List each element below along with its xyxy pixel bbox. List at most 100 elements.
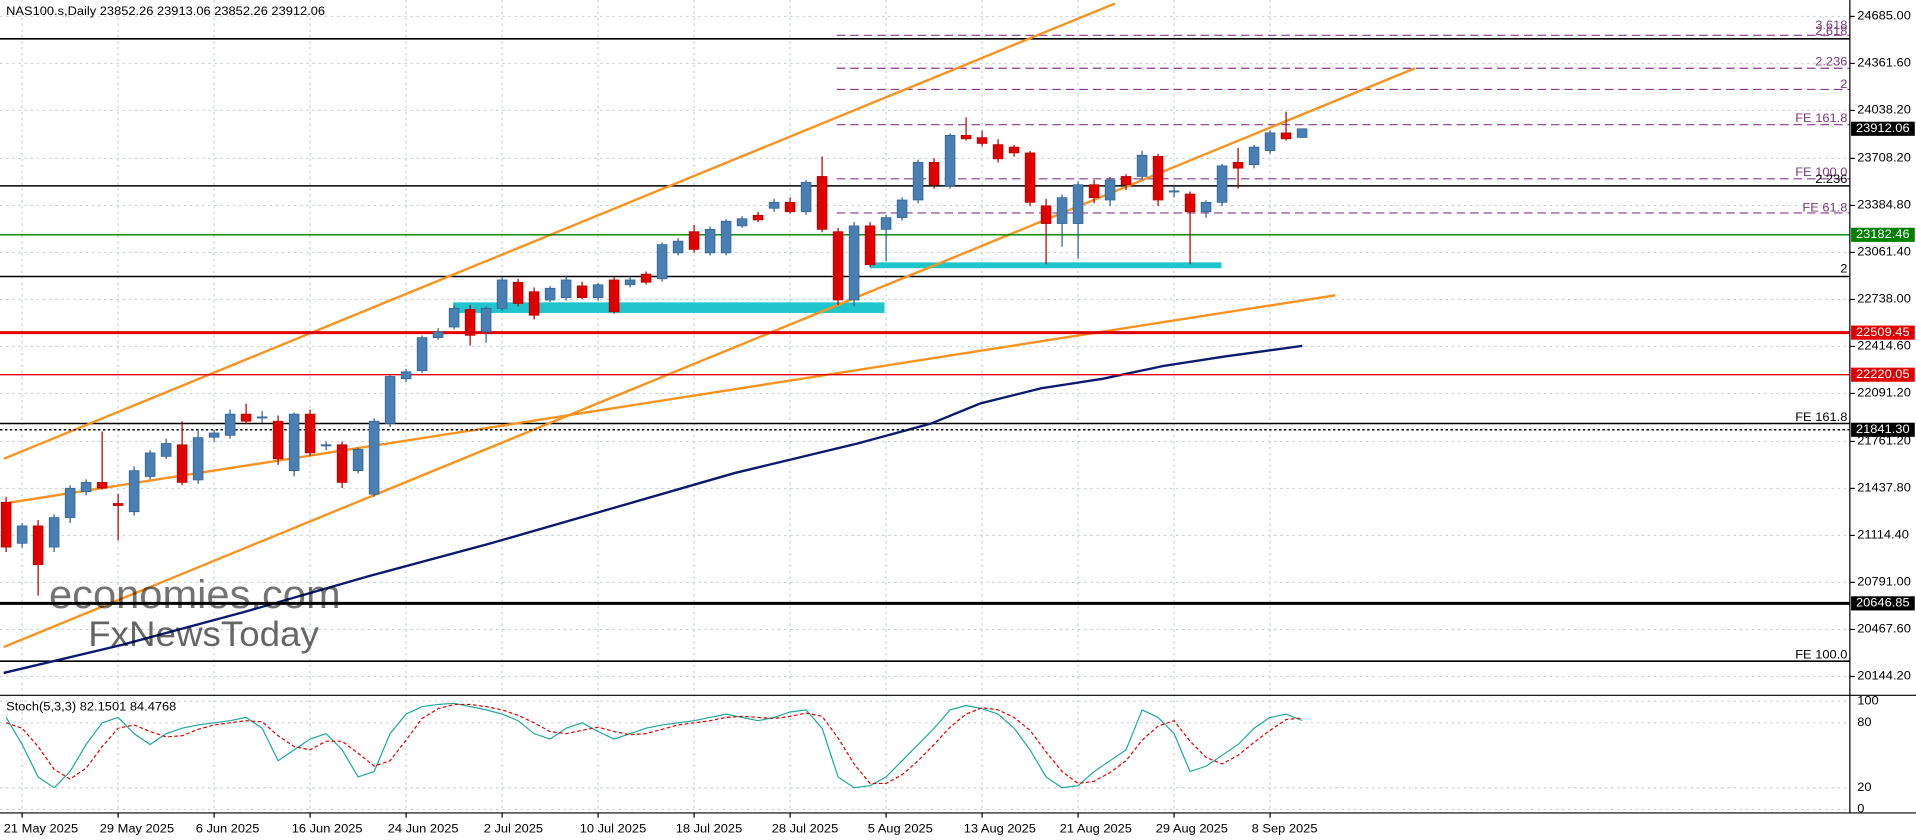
candle-body [224, 413, 236, 436]
candle-body [1232, 162, 1244, 169]
candle-body [720, 220, 732, 254]
y-tick-label: 20 [1857, 780, 1871, 794]
stochastic-panel [0, 700, 1850, 810]
level-label: FE 100.0 [1795, 648, 1847, 662]
price-tag-label: 22220.05 [1856, 367, 1910, 381]
price-tag [1851, 422, 1915, 437]
candle-body [304, 413, 316, 454]
x-tick-label: 10 Jul 2025 [580, 822, 647, 836]
candle-body [1056, 197, 1068, 224]
y-tick-label: 24685.00 [1857, 9, 1911, 23]
candle-body [240, 413, 252, 422]
candle-body [896, 199, 908, 218]
x-tick-label: 5 Aug 2025 [868, 822, 933, 836]
candle-body [944, 134, 956, 187]
candle-body [288, 413, 300, 471]
y-tick-label: 0 [1857, 802, 1864, 816]
y-tick-label: 24038.20 [1857, 103, 1911, 117]
price-tag-label: 23912.06 [1856, 121, 1910, 135]
candle-body [1216, 165, 1228, 203]
x-tick-label: 8 Sep 2025 [1252, 822, 1318, 836]
candle-body [1264, 132, 1276, 151]
level-label: FE 161.8 [1795, 111, 1847, 125]
y-tick-label: 100 [1857, 694, 1878, 708]
candle-body [464, 309, 476, 336]
y-tick-label: 21761.20 [1857, 434, 1911, 448]
y-tick-label: 23061.40 [1857, 245, 1911, 259]
fibo-lines [836, 34, 1850, 214]
y-tick-label: 20467.60 [1857, 622, 1911, 636]
drawings [0, 2, 1850, 675]
price-tag-label: 22509.45 [1856, 325, 1910, 339]
price-tag-label: 21841.30 [1856, 422, 1910, 436]
candle-body [688, 231, 700, 250]
candle-body [336, 444, 348, 483]
watermark: FxNewsToday [88, 613, 319, 653]
candle-body [1248, 146, 1260, 166]
candle-body [1120, 176, 1132, 186]
candle-body [1184, 193, 1196, 213]
candle-body [1088, 184, 1100, 199]
candle-body [1008, 146, 1020, 154]
candle-body [32, 525, 44, 566]
candle-body [1200, 201, 1212, 213]
candle-body [160, 443, 172, 457]
y-tick-label: 80 [1857, 715, 1871, 729]
trendlines [3, 2, 1416, 649]
candle-body [384, 376, 396, 424]
x-tick-label: 2 Jul 2025 [484, 822, 543, 836]
candle-body [352, 449, 364, 471]
candle-body [1136, 154, 1148, 177]
candle-body [880, 217, 892, 230]
candle-body [96, 482, 108, 489]
candle-body [496, 279, 508, 309]
candle-body [128, 470, 140, 513]
y-tick-label: 21437.80 [1857, 481, 1911, 495]
axes: 24685.00 24361.60 24038.20 23708.20 23384.80… [4, 9, 1915, 836]
y-tick-label: 24361.60 [1857, 56, 1911, 70]
candle-body [0, 501, 12, 548]
candle-body [112, 503, 124, 506]
y-tick-label: 20791.00 [1857, 575, 1911, 589]
candle-body [16, 525, 28, 544]
candle-body [400, 371, 412, 380]
level-label: FE 100.0 [1795, 165, 1847, 179]
x-tick-label: 6 Jun 2025 [196, 822, 260, 836]
candle-body [800, 181, 812, 213]
candle-body [416, 337, 428, 371]
price-tag [1851, 367, 1915, 382]
candle-body [640, 273, 652, 283]
x-tick-label: 29 Aug 2025 [1156, 822, 1228, 836]
x-tick-label: 28 Jul 2025 [772, 822, 839, 836]
candle-body [1104, 179, 1116, 201]
candle-body [864, 225, 876, 266]
trendline [3, 67, 1416, 649]
candle-body [528, 291, 540, 316]
candle-body [672, 240, 684, 254]
x-tick-label: 21 Aug 2025 [1060, 822, 1132, 836]
candle-body [752, 214, 764, 221]
candle-body [144, 452, 156, 477]
price-tag-label: 20646.85 [1856, 596, 1910, 610]
candle-body [768, 201, 780, 209]
candle-body [320, 444, 332, 447]
candle-body [560, 279, 572, 299]
candle-body [656, 244, 668, 280]
candle-body [544, 287, 556, 301]
candle-body [1024, 152, 1036, 203]
chart-title: NAS100.s,Daily 23852.26 23913.06 23852.2… [6, 4, 325, 18]
candle-body [272, 420, 284, 460]
candle-body [608, 279, 620, 313]
candle-body [960, 134, 972, 140]
x-tick-label: 16 Jun 2025 [292, 822, 363, 836]
candle-body [1040, 205, 1052, 224]
candles [0, 111, 1308, 596]
level-label: 2.236 [1815, 172, 1847, 186]
trendline [3, 294, 1336, 505]
candle-body [784, 201, 796, 213]
x-tick-label: 24 Jun 2025 [388, 822, 459, 836]
